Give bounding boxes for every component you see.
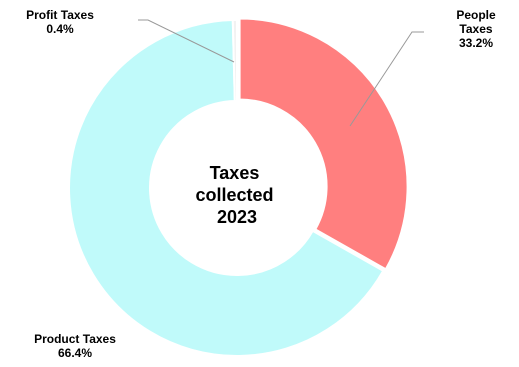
- slice-label-1: Product Taxes 66.4%: [34, 332, 116, 360]
- chart-leader-lines: [138, 19, 424, 127]
- slice-label-1-line-1: 66.4%: [58, 346, 92, 360]
- leader-line-2: [138, 19, 235, 63]
- chart-labels: People Taxes 33.2%Product Taxes 66.4%Profit…: [26, 8, 496, 360]
- center-label-line-3: 2023: [217, 207, 257, 227]
- slice-label-2-line-1: 0.4%: [46, 22, 74, 36]
- slice-2: [231, 18, 238, 103]
- chart-slices: [68, 17, 409, 357]
- slice-label-0-line-1: Taxes: [459, 22, 492, 36]
- slice-label-0-line-2: 33.2%: [459, 36, 493, 50]
- slice-1: [68, 19, 385, 357]
- slice-0: [238, 17, 409, 271]
- slice-label-1-line-0: Product Taxes: [34, 332, 116, 346]
- center-label: Taxes collected 2023: [195, 163, 278, 227]
- slice-label-2-line-0: Profit Taxes: [26, 8, 94, 22]
- leader-line-0: [349, 31, 424, 127]
- slice-label-0-line-0: People: [456, 8, 496, 22]
- slice-label-0: People Taxes 33.2%: [456, 8, 496, 50]
- center-label-line-1: Taxes: [210, 163, 260, 183]
- slice-label-2: Profit Taxes 0.4%: [26, 8, 94, 36]
- center-label-line-2: collected: [195, 185, 273, 205]
